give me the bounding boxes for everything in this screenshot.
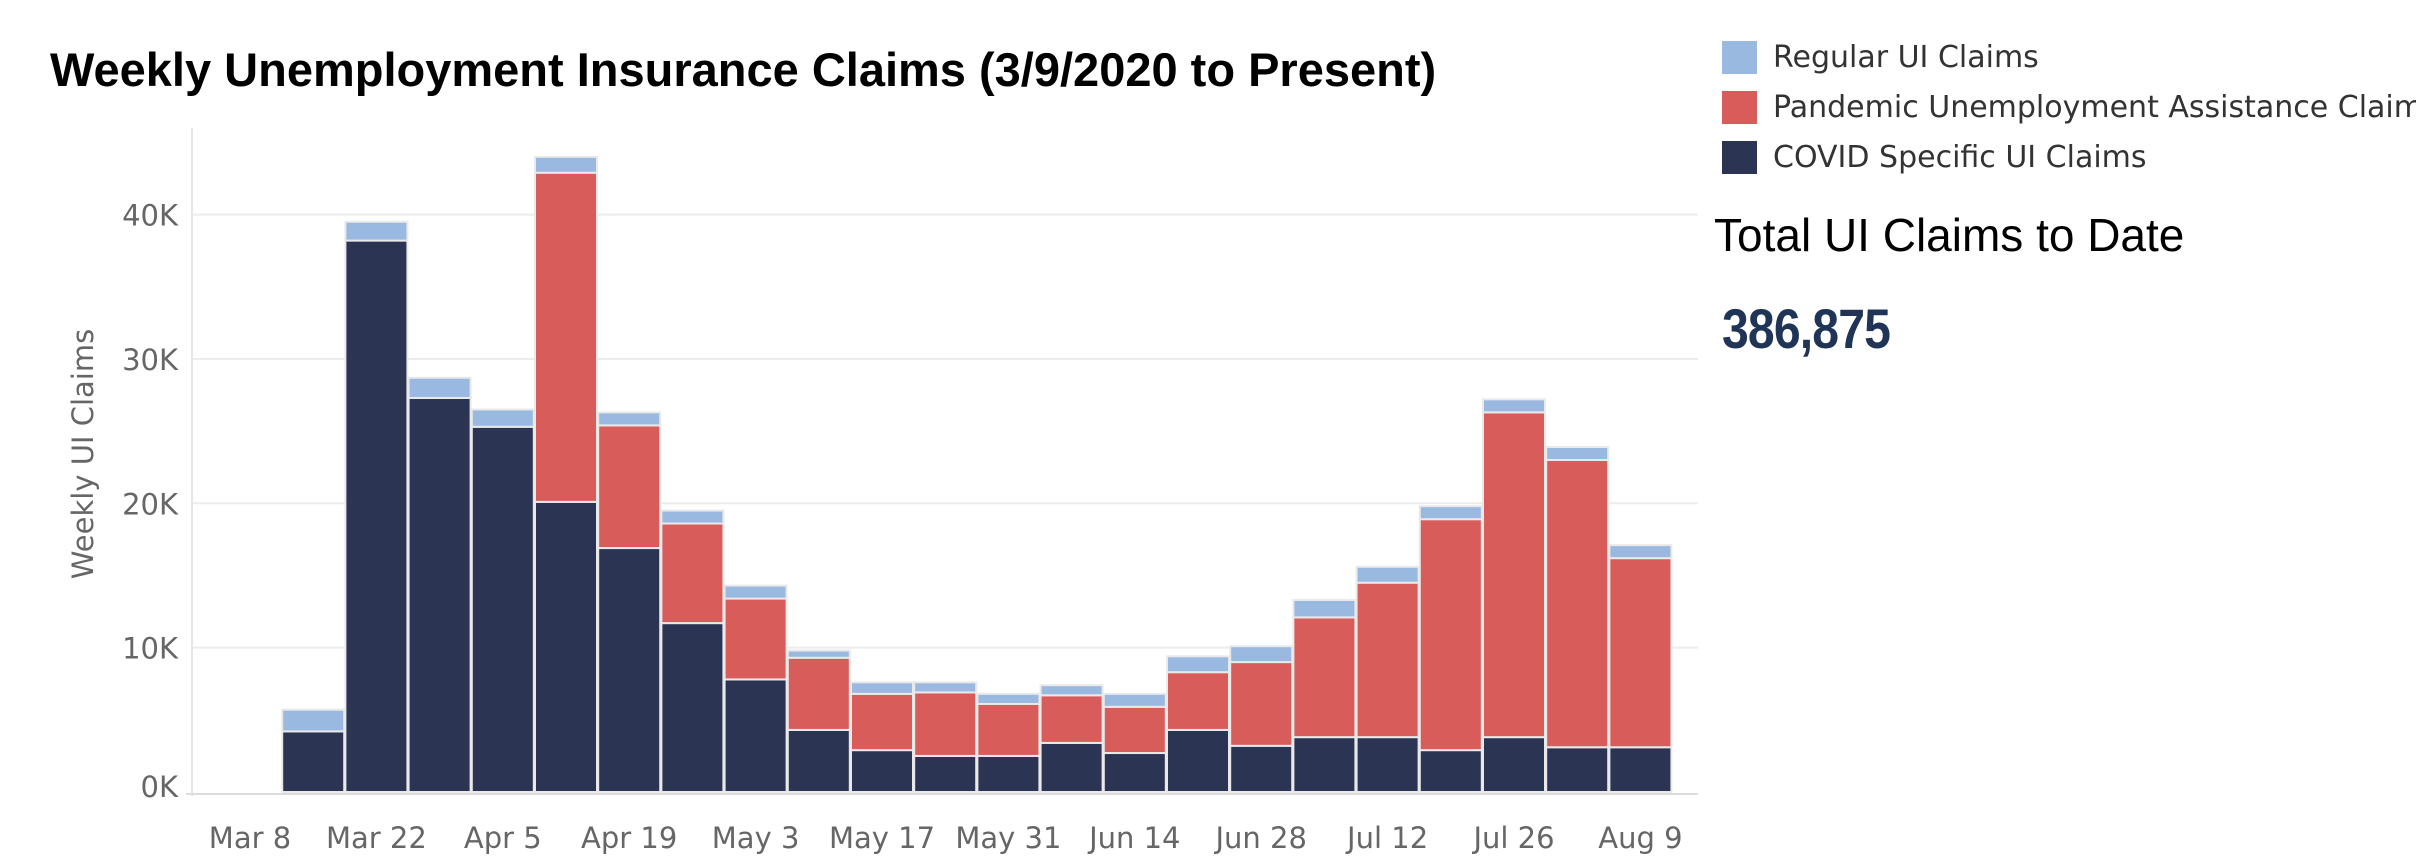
- bar-segment[interactable]: [850, 749, 914, 794]
- x-tick-label: May 31: [955, 821, 1061, 855]
- x-tick-label: Apr 5: [464, 821, 542, 855]
- bar-segment[interactable]: [1292, 599, 1357, 619]
- bar-segment[interactable]: [281, 730, 346, 793]
- bar-segment[interactable]: [976, 692, 1041, 705]
- legend-swatch: [1722, 90, 1757, 124]
- bar-segment[interactable]: [976, 702, 1041, 757]
- bar-segment[interactable]: [534, 171, 598, 503]
- total-claims-title: Total UI Claims to Date: [1714, 209, 2185, 261]
- legend-swatch: [1722, 40, 1757, 74]
- y-tick-label: 0K: [141, 770, 179, 804]
- legend-label: Pandemic Unemployment Assistance Claims: [1773, 89, 2416, 125]
- bar-segment[interactable]: [407, 376, 472, 399]
- bar-segment[interactable]: [470, 408, 535, 428]
- bar-segment[interactable]: [723, 597, 788, 681]
- legend: Regular UI Claims Pandemic Unemployment …: [1722, 32, 2416, 182]
- bar-segment[interactable]: [660, 509, 725, 525]
- legend-item[interactable]: COVID Specific UI Claims: [1722, 132, 2416, 182]
- bar-segment[interactable]: [1166, 655, 1230, 674]
- y-tick-labels: 0K 10K 20K 30K 40K: [122, 199, 179, 804]
- bar-segment[interactable]: [850, 681, 914, 695]
- bar-segment[interactable]: [1482, 398, 1546, 414]
- bar-segment[interactable]: [1418, 505, 1483, 521]
- bar-segment[interactable]: [786, 649, 851, 659]
- bar-segment[interactable]: [1229, 661, 1294, 747]
- legend-item[interactable]: Pandemic Unemployment Assistance Claims: [1722, 82, 2416, 132]
- bar-segment[interactable]: [281, 708, 346, 733]
- x-tick-labels: Mar 8 Mar 22 Apr 5 Apr 19 May 3 May 17 May 31 J…: [209, 821, 1683, 855]
- total-claims-value: 386,875: [1722, 297, 1891, 360]
- bar-segment[interactable]: [976, 754, 1041, 793]
- bar-segment[interactable]: [1102, 752, 1167, 793]
- bar-segment[interactable]: [1355, 565, 1420, 584]
- bar-segment[interactable]: [660, 522, 725, 625]
- bar-segment[interactable]: [786, 656, 851, 731]
- x-tick-label: Jun 28: [1213, 821, 1306, 855]
- x-tick-label: Mar 22: [326, 821, 427, 855]
- legend-label: COVID Specific UI Claims: [1773, 139, 2147, 175]
- bar-segment[interactable]: [1355, 736, 1420, 793]
- legend-label: Regular UI Claims: [1773, 39, 2039, 75]
- x-tick-label: Jul 26: [1471, 821, 1554, 855]
- bar-segment[interactable]: [1608, 557, 1673, 749]
- bar-segment[interactable]: [1545, 746, 1610, 794]
- legend-item[interactable]: Regular UI Claims: [1722, 32, 2416, 82]
- bar-segment[interactable]: [597, 411, 662, 427]
- bar-segment[interactable]: [1102, 705, 1167, 755]
- bar-segment[interactable]: [850, 692, 914, 752]
- bar-segment[interactable]: [1545, 446, 1610, 462]
- chart-title: Weekly Unemployment Insurance Claims (3/…: [50, 43, 1437, 96]
- bar-segment[interactable]: [1608, 746, 1673, 794]
- bar-segment[interactable]: [1229, 744, 1294, 794]
- bar-segment[interactable]: [1292, 736, 1357, 793]
- bar-segment[interactable]: [534, 500, 598, 793]
- bar-segment[interactable]: [660, 622, 725, 793]
- y-axis-title: Weekly UI Claims: [66, 329, 100, 579]
- bar-segment[interactable]: [913, 691, 978, 757]
- bar-segment[interactable]: [1545, 459, 1610, 749]
- bar-segment[interactable]: [1355, 581, 1420, 739]
- axes: [186, 128, 1698, 796]
- bar-segment[interactable]: [1166, 728, 1230, 793]
- bar-segment[interactable]: [1482, 736, 1546, 793]
- bar-segment[interactable]: [597, 547, 662, 794]
- bar-segment[interactable]: [1482, 411, 1546, 739]
- y-tick-label: 30K: [122, 343, 179, 377]
- bar-segment[interactable]: [1418, 749, 1483, 794]
- y-tick-label: 20K: [122, 487, 179, 521]
- bar-segment[interactable]: [723, 584, 788, 600]
- bar-segment[interactable]: [407, 396, 472, 793]
- y-tick-label: 40K: [122, 199, 179, 233]
- bars: [281, 155, 1673, 794]
- bar-segment[interactable]: [1102, 692, 1167, 708]
- x-tick-label: Jun 14: [1087, 821, 1180, 855]
- legend-swatch: [1722, 140, 1757, 174]
- bar-segment[interactable]: [1608, 544, 1673, 560]
- bar-chart: 0K 10K 20K 30K 40K Mar 8 Mar 22 Apr 5 Apr 19 May…: [66, 128, 1698, 855]
- x-tick-label: Aug 9: [1598, 821, 1682, 855]
- bar-segment[interactable]: [913, 681, 978, 694]
- bar-segment[interactable]: [534, 155, 598, 174]
- bar-segment[interactable]: [344, 220, 409, 242]
- bar-segment[interactable]: [723, 678, 788, 793]
- bar-segment[interactable]: [597, 424, 662, 550]
- bar-segment[interactable]: [1166, 671, 1230, 731]
- x-tick-label: Jul 12: [1345, 821, 1428, 855]
- bar-segment[interactable]: [344, 239, 409, 793]
- bar-segment[interactable]: [1039, 741, 1104, 794]
- bar-segment[interactable]: [1039, 684, 1104, 697]
- x-tick-label: May 17: [829, 821, 935, 855]
- y-tick-label: 10K: [122, 632, 179, 666]
- x-tick-label: May 3: [712, 821, 800, 855]
- bar-segment[interactable]: [1229, 645, 1294, 664]
- bar-segment[interactable]: [786, 728, 851, 793]
- bar-segment[interactable]: [1292, 616, 1357, 739]
- bar-segment[interactable]: [913, 754, 978, 793]
- bar-segment[interactable]: [470, 425, 535, 793]
- x-tick-label: Apr 19: [581, 821, 677, 855]
- bar-segment[interactable]: [1418, 518, 1483, 752]
- bar-segment[interactable]: [1039, 694, 1104, 744]
- x-tick-label: Mar 8: [209, 821, 291, 855]
